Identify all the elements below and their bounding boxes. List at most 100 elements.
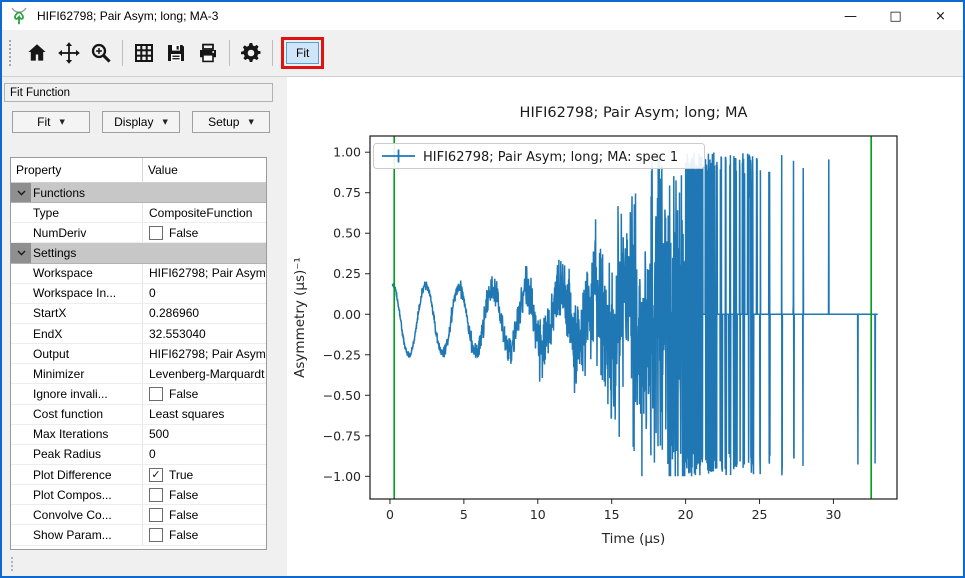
- row-indent: [11, 284, 31, 303]
- dock-title: Fit Function: [4, 83, 273, 102]
- table-row[interactable]: Minimizer Levenberg-Marquardt: [11, 364, 266, 385]
- table-row[interactable]: Ignore invali... False: [11, 384, 266, 405]
- table-row[interactable]: Workspace HIFI62798; Pair Asym...: [11, 263, 266, 284]
- minimize-button[interactable]: —: [828, 2, 873, 30]
- property-label: Workspace: [33, 266, 93, 281]
- table-row[interactable]: Show Param... False: [11, 525, 266, 546]
- y-tick-label: 0.50: [333, 226, 361, 241]
- x-tick-label: 0: [386, 507, 394, 522]
- table-row[interactable]: Plot Difference ✓ True: [11, 464, 266, 486]
- table-row[interactable]: Functions: [11, 183, 266, 204]
- table-row[interactable]: NumDeriv False: [11, 223, 266, 244]
- table-row[interactable]: Cost function Least squares: [11, 404, 266, 425]
- save-icon: [168, 45, 184, 61]
- setup-menu-button[interactable]: Setup ▼: [192, 111, 270, 133]
- print-button[interactable]: [193, 38, 223, 68]
- group-toggle[interactable]: [11, 183, 31, 203]
- fit-function-panel: Fit Function Fit ▼ Display ▼ Setup ▼ Proper…: [2, 77, 287, 576]
- property-label: Type: [33, 205, 60, 220]
- property-label: Workspace In...: [33, 286, 117, 301]
- y-tick-label: −0.25: [323, 347, 361, 362]
- checkbox[interactable]: [149, 507, 163, 522]
- property-table-body: Functions Type CompositeFunction NumDeriv Fa…: [11, 183, 266, 546]
- group-toggle[interactable]: [11, 243, 31, 263]
- fit-button[interactable]: Fit: [286, 42, 320, 64]
- table-row[interactable]: EndX 32.553040: [11, 323, 266, 345]
- property-label: EndX: [33, 326, 63, 341]
- table-row[interactable]: Plot Compos... False: [11, 485, 266, 506]
- property-value: 0: [142, 283, 266, 303]
- fit-menus: Fit ▼ Display ▼ Setup ▼: [12, 111, 270, 133]
- fit-button-highlight: Fit: [281, 37, 325, 69]
- home-button[interactable]: [22, 38, 52, 68]
- checkbox[interactable]: [149, 487, 163, 502]
- table-row[interactable]: Convolve Co... False: [11, 505, 266, 526]
- property-label: Functions: [33, 185, 86, 200]
- maximize-button[interactable]: □: [873, 2, 918, 30]
- property-label: Output: [33, 346, 70, 361]
- row-indent: [11, 203, 31, 222]
- x-tick-label: 15: [604, 507, 620, 522]
- table-row[interactable]: StartX 0.286960: [11, 303, 266, 324]
- row-indent: [11, 405, 31, 424]
- display-menu-button[interactable]: Display ▼: [102, 111, 180, 133]
- checkbox-label: False: [169, 527, 199, 542]
- panel-resize-gripper[interactable]: [11, 557, 15, 571]
- row-indent: [11, 324, 31, 343]
- zoom-icon: [91, 43, 111, 63]
- checkbox[interactable]: [149, 527, 163, 542]
- fit-menu-button[interactable]: Fit ▼: [12, 111, 90, 133]
- toolbar-separator: [122, 40, 123, 66]
- table-row[interactable]: Max Iterations 500: [11, 424, 266, 445]
- gear-button[interactable]: [236, 38, 266, 68]
- y-tick-label: −0.75: [323, 428, 361, 443]
- save-button[interactable]: [161, 38, 191, 68]
- column-header-property: Property: [16, 163, 62, 177]
- row-indent: [11, 384, 31, 403]
- mantid-logo-icon: [11, 7, 27, 25]
- property-label: Plot Compos...: [33, 487, 112, 502]
- table-row[interactable]: Workspace In... 0: [11, 283, 266, 304]
- row-indent: [11, 264, 31, 283]
- window-controls: — □ ×: [828, 2, 963, 30]
- plot-canvas[interactable]: 1.00 0.75 0.50 0.25 0.00 −0.25 −0.50 −0.75 −1.00…: [287, 77, 963, 576]
- pan-button[interactable]: [54, 38, 84, 68]
- property-value: 32.553040: [142, 323, 266, 344]
- checkbox[interactable]: [149, 225, 163, 240]
- property-value: 0: [142, 444, 266, 464]
- property-value: HIFI62798; Pair Asym...: [142, 263, 266, 283]
- checkbox[interactable]: [149, 386, 163, 401]
- property-value: False: [142, 485, 266, 505]
- property-label: Minimizer: [33, 366, 85, 381]
- legend-box: [373, 143, 705, 169]
- toolbar-drag-handle[interactable]: [9, 40, 14, 66]
- chevron-expanded-icon: [16, 250, 26, 256]
- grid-icon: [135, 44, 153, 62]
- chevron-down-icon: ▼: [59, 118, 65, 126]
- property-value: 0.286960: [142, 303, 266, 323]
- x-tick-label: 25: [752, 507, 768, 522]
- chevron-expanded-icon: [16, 190, 26, 196]
- print-icon: [200, 43, 216, 63]
- checkbox[interactable]: ✓: [149, 467, 163, 482]
- property-label: Settings: [33, 245, 77, 260]
- close-button[interactable]: ×: [918, 2, 963, 30]
- table-row[interactable]: Type CompositeFunction: [11, 203, 266, 224]
- property-value: False: [142, 384, 266, 404]
- toolbar-separator: [272, 40, 273, 66]
- property-value: ✓ True: [142, 464, 266, 485]
- property-value: 500: [142, 424, 266, 444]
- window-title: HIFI62798; Pair Asym; long; MA-3: [37, 9, 219, 23]
- table-row[interactable]: Peak Radius 0: [11, 444, 266, 465]
- grid-button[interactable]: [129, 38, 159, 68]
- gear-icon: [241, 43, 261, 62]
- plot-title: HIFI62798; Pair Asym; long; MA: [520, 105, 748, 121]
- property-label: Plot Difference: [33, 467, 112, 482]
- table-row[interactable]: Output HIFI62798; Pair Asym...: [11, 344, 266, 365]
- x-tick-label: 20: [678, 507, 694, 522]
- table-row[interactable]: Settings: [11, 243, 266, 264]
- zoom-button[interactable]: [86, 38, 116, 68]
- row-indent: [11, 344, 31, 363]
- property-label: Cost function: [33, 407, 104, 422]
